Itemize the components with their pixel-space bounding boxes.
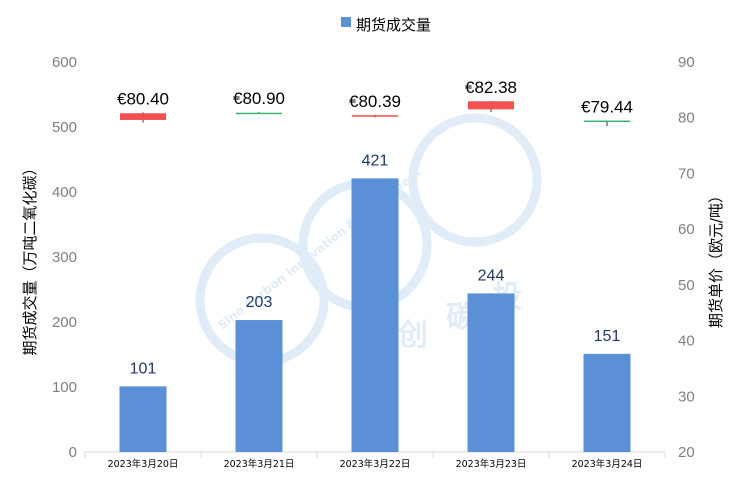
bar-data-label: 421	[362, 152, 389, 169]
y-tick-label-right: 60	[678, 221, 695, 238]
price-data-label: €80.39	[349, 92, 401, 111]
price-data-label: €82.38	[465, 78, 517, 97]
bar-data-label: 151	[594, 328, 621, 345]
candle-body	[120, 113, 166, 120]
y-axis-title-right: 期货单价（欧元/吨）	[707, 188, 725, 328]
y-tick-label-left: 100	[52, 379, 77, 396]
x-tick-label: 2023年3月21日	[224, 458, 295, 470]
legend-label: 期货成交量	[356, 16, 431, 34]
price-data-label: €79.44	[581, 98, 633, 117]
bar	[467, 293, 515, 452]
y-axis-title-left: 期货成交量（万吨二氧化碳）	[21, 160, 39, 355]
bar-data-label: 244	[478, 267, 505, 284]
y-tick-label-right: 50	[678, 277, 695, 294]
candle-body	[352, 115, 398, 117]
y-tick-label-left: 500	[52, 119, 77, 136]
y-tick-label-left: 400	[52, 184, 77, 201]
watermark-char: 创	[397, 318, 428, 353]
x-tick-label: 2023年3月22日	[340, 458, 411, 470]
legend: 期货成交量	[341, 16, 431, 34]
candle-body	[468, 101, 514, 110]
y-tick-label-left: 0	[69, 444, 77, 461]
plot-area: 2023年3月20日 2023年3月21日 2023年3月22日 2023年3月23日…	[84, 78, 666, 470]
y-tick-label-right: 90	[678, 54, 695, 71]
x-tick-label: 2023年3月23日	[456, 458, 527, 470]
y-tick-label-right: 70	[678, 165, 695, 182]
bar	[235, 320, 283, 452]
bar	[351, 178, 399, 452]
price-data-label: €80.90	[233, 89, 285, 108]
y-tick-label-right: 80	[678, 110, 695, 127]
bar-data-label: 101	[130, 360, 157, 377]
bar	[583, 353, 631, 452]
y-tick-label-left: 200	[52, 314, 77, 331]
bar-data-label: 203	[246, 294, 273, 311]
y-tick-label-left: 600	[52, 54, 77, 71]
x-tick-label: 2023年3月24日	[572, 458, 643, 470]
y-tick-label-right: 20	[678, 444, 695, 461]
bar	[119, 386, 167, 452]
candle-body	[584, 120, 630, 122]
y-tick-label-right: 30	[678, 388, 695, 405]
legend-swatch	[341, 17, 351, 27]
x-tick-label: 2023年3月20日	[108, 458, 179, 470]
price-data-label: €80.40	[117, 89, 169, 108]
candle-body	[236, 112, 282, 115]
y-tick-label-left: 300	[52, 249, 77, 266]
y-tick-label-right: 40	[678, 333, 695, 350]
